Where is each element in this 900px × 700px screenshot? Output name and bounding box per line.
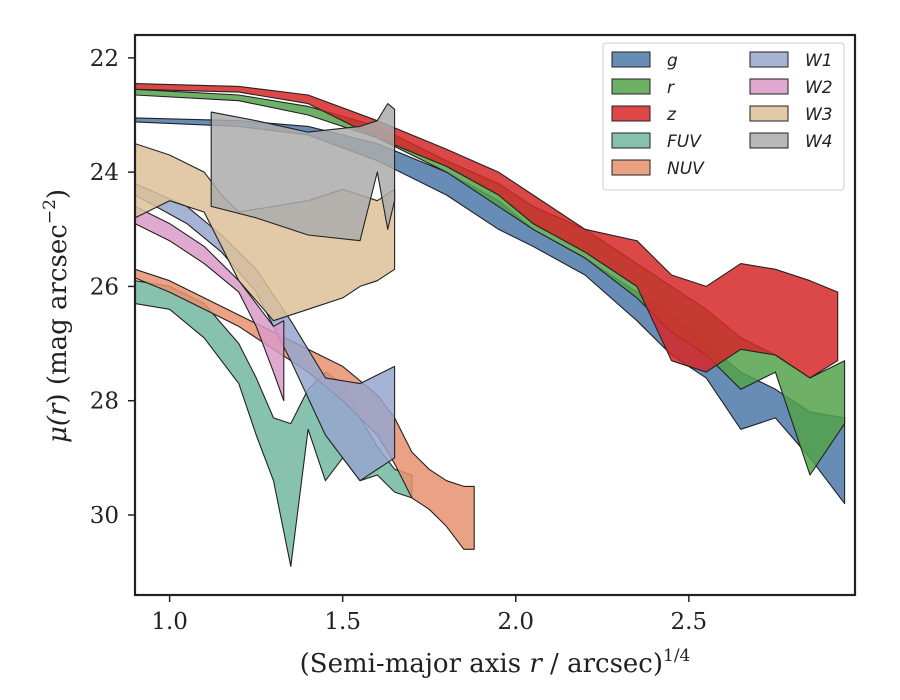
series-areas xyxy=(135,83,846,567)
legend-swatch-nuv xyxy=(611,159,651,176)
x-axis-label: (Semi-major axis r / arcsec)1/4 xyxy=(300,646,691,679)
legend: grz FUV NUV W1 W2 W3 W4 xyxy=(602,42,845,191)
legend-swatch-w3 xyxy=(749,105,789,122)
series-area-w4 xyxy=(210,103,396,242)
legend-swatch-g xyxy=(611,51,651,68)
legend-label-w1: W1 xyxy=(805,51,833,71)
y-tick-label: 26 xyxy=(90,274,119,300)
y-axis-ticks: 22 24 26 28 30 xyxy=(90,46,135,529)
y-tick-label: 30 xyxy=(90,503,119,529)
legend-label-w2: W2 xyxy=(805,78,833,98)
legend-label-w3: W3 xyxy=(805,105,833,125)
legend-label-fuv: FUV xyxy=(667,132,702,152)
legend-label-z: z xyxy=(666,105,677,125)
legend-label-nuv: NUV xyxy=(667,159,705,179)
legend-label-r: r xyxy=(667,78,675,98)
legend-swatch-w2 xyxy=(749,78,789,95)
x-tick-label: 1.0 xyxy=(151,609,188,635)
y-axis-label: μ(r) (mag arcsec−2) xyxy=(40,189,73,443)
legend-swatch-w4 xyxy=(749,132,789,149)
plot-frame xyxy=(133,33,857,597)
legend-swatch-fuv xyxy=(611,132,651,149)
legend-swatch-z xyxy=(611,105,651,122)
series-area-z xyxy=(135,83,839,379)
x-tick-label: 2.0 xyxy=(497,609,534,635)
x-tick-label: 2.5 xyxy=(671,609,708,635)
y-tick-label: 28 xyxy=(90,389,119,415)
legend-swatch-w1 xyxy=(749,51,789,68)
legend-label-g: g xyxy=(667,51,678,71)
legend-swatch-r xyxy=(611,78,651,95)
series-area-w2 xyxy=(135,205,285,402)
y-tick-label: 24 xyxy=(90,160,119,186)
y-tick-label: 22 xyxy=(90,46,119,72)
legend-label-w4: W4 xyxy=(805,132,833,152)
x-tick-label: 1.5 xyxy=(324,609,361,635)
x-axis-ticks: 1.0 1.5 2.0 2.5 xyxy=(151,595,707,635)
